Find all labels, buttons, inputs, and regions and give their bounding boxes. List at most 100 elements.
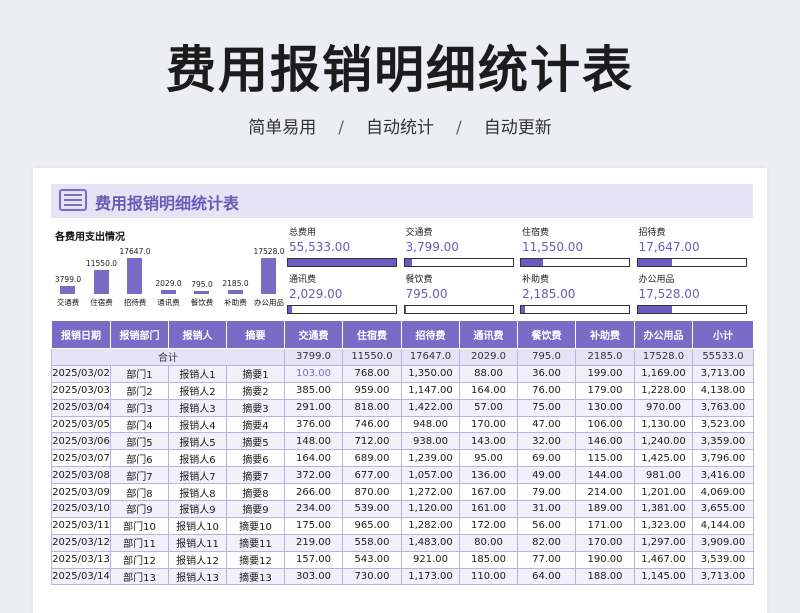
table-cell[interactable]: 部门9	[110, 500, 169, 518]
table-cell[interactable]: 148.00	[284, 432, 343, 451]
table-cell[interactable]: 报销人8	[168, 483, 227, 502]
table-cell[interactable]: 190.00	[575, 550, 635, 569]
table-cell[interactable]: 303.00	[284, 567, 343, 586]
table-cell[interactable]: 1,145.00	[634, 567, 693, 586]
table-cell[interactable]: 164.00	[459, 381, 518, 400]
table-cell[interactable]: 82.00	[517, 533, 576, 552]
table-cell[interactable]: 175.00	[284, 516, 343, 535]
table-cell[interactable]: 1,323.00	[634, 516, 693, 535]
table-cell[interactable]: 234.00	[284, 500, 343, 518]
table-cell[interactable]: 167.00	[459, 483, 518, 502]
table-cell[interactable]: 77.00	[517, 550, 576, 569]
table-cell[interactable]: 2025/03/11	[51, 516, 111, 535]
total-cell[interactable]: 795.0	[517, 348, 576, 366]
table-cell[interactable]: 2025/03/03	[51, 381, 111, 400]
table-cell[interactable]: 56.00	[517, 516, 576, 535]
table-cell[interactable]: 103.00	[284, 364, 343, 383]
total-cell[interactable]: 3799.0	[284, 348, 343, 366]
column-header[interactable]: 招待费	[401, 320, 460, 349]
table-cell[interactable]: 报销人12	[168, 550, 227, 569]
table-cell[interactable]: 报销人7	[168, 466, 227, 485]
table-cell[interactable]: 报销人1	[168, 364, 227, 383]
table-cell[interactable]: 报销人3	[168, 398, 227, 417]
table-cell[interactable]: 摘要7	[226, 466, 285, 485]
table-cell[interactable]: 1,169.00	[634, 364, 693, 383]
table-cell[interactable]: 95.00	[459, 449, 518, 468]
table-cell[interactable]: 746.00	[342, 415, 402, 434]
table-cell[interactable]: 115.00	[575, 449, 635, 468]
table-cell[interactable]: 146.00	[575, 432, 635, 451]
table-cell[interactable]: 1,057.00	[401, 466, 460, 485]
table-cell[interactable]: 161.00	[459, 500, 518, 518]
table-cell[interactable]: 报销人11	[168, 533, 227, 552]
table-cell[interactable]: 818.00	[342, 398, 402, 417]
table-cell[interactable]: 摘要12	[226, 550, 285, 569]
table-cell[interactable]: 372.00	[284, 466, 343, 485]
table-cell[interactable]: 47.00	[517, 415, 576, 434]
table-cell[interactable]: 报销人9	[168, 500, 227, 518]
table-cell[interactable]: 376.00	[284, 415, 343, 434]
table-cell[interactable]: 539.00	[342, 500, 402, 518]
table-cell[interactable]: 报销人5	[168, 432, 227, 451]
table-cell[interactable]: 部门4	[110, 415, 169, 434]
table-cell[interactable]: 57.00	[459, 398, 518, 417]
table-cell[interactable]: 164.00	[284, 449, 343, 468]
table-cell[interactable]: 3,909.00	[692, 533, 754, 552]
total-cell[interactable]: 11550.0	[342, 348, 402, 366]
table-cell[interactable]: 170.00	[459, 415, 518, 434]
column-header[interactable]: 办公用品	[634, 320, 693, 349]
table-cell[interactable]: 3,713.00	[692, 567, 754, 586]
table-cell[interactable]: 1,467.00	[634, 550, 693, 569]
table-cell[interactable]: 171.00	[575, 516, 635, 535]
total-cell[interactable]: 2185.0	[575, 348, 635, 366]
table-cell[interactable]: 3,416.00	[692, 466, 754, 485]
table-cell[interactable]: 部门11	[110, 533, 169, 552]
table-cell[interactable]: 214.00	[575, 483, 635, 502]
table-cell[interactable]: 188.00	[575, 567, 635, 586]
table-cell[interactable]: 870.00	[342, 483, 402, 502]
table-cell[interactable]: 4,069.00	[692, 483, 754, 502]
table-cell[interactable]: 2025/03/06	[51, 432, 111, 451]
table-cell[interactable]: 970.00	[634, 398, 693, 417]
table-cell[interactable]: 摘要8	[226, 483, 285, 502]
table-cell[interactable]: 730.00	[342, 567, 402, 586]
column-header[interactable]: 通讯费	[459, 320, 518, 349]
table-cell[interactable]: 部门1	[110, 364, 169, 383]
table-cell[interactable]: 1,282.00	[401, 516, 460, 535]
table-cell[interactable]: 79.00	[517, 483, 576, 502]
table-cell[interactable]: 报销人2	[168, 381, 227, 400]
table-cell[interactable]: 2025/03/10	[51, 500, 111, 518]
table-cell[interactable]: 543.00	[342, 550, 402, 569]
column-header[interactable]: 交通费	[284, 320, 343, 349]
table-cell[interactable]: 31.00	[517, 500, 576, 518]
table-cell[interactable]: 76.00	[517, 381, 576, 400]
table-cell[interactable]: 768.00	[342, 364, 402, 383]
table-cell[interactable]: 部门5	[110, 432, 169, 451]
table-cell[interactable]: 2025/03/07	[51, 449, 111, 468]
table-cell[interactable]: 88.00	[459, 364, 518, 383]
table-cell[interactable]: 部门3	[110, 398, 169, 417]
table-cell[interactable]: 189.00	[575, 500, 635, 518]
column-header[interactable]: 住宿费	[342, 320, 402, 349]
column-header[interactable]: 报销部门	[110, 320, 169, 349]
table-cell[interactable]: 385.00	[284, 381, 343, 400]
table-cell[interactable]: 130.00	[575, 398, 635, 417]
table-cell[interactable]: 摘要1	[226, 364, 285, 383]
table-cell[interactable]: 959.00	[342, 381, 402, 400]
table-cell[interactable]: 80.00	[459, 533, 518, 552]
table-cell[interactable]: 75.00	[517, 398, 576, 417]
table-cell[interactable]: 部门13	[110, 567, 169, 586]
table-cell[interactable]: 4,144.00	[692, 516, 754, 535]
total-cell[interactable]: 17647.0	[401, 348, 460, 366]
table-cell[interactable]: 摘要13	[226, 567, 285, 586]
table-cell[interactable]: 摘要6	[226, 449, 285, 468]
table-cell[interactable]: 136.00	[459, 466, 518, 485]
table-cell[interactable]: 部门6	[110, 449, 169, 468]
table-cell[interactable]: 1,425.00	[634, 449, 693, 468]
table-cell[interactable]: 部门12	[110, 550, 169, 569]
table-cell[interactable]: 712.00	[342, 432, 402, 451]
table-cell[interactable]: 948.00	[401, 415, 460, 434]
table-cell[interactable]: 143.00	[459, 432, 518, 451]
column-header[interactable]: 补助费	[575, 320, 635, 349]
table-cell[interactable]: 3,359.00	[692, 432, 754, 451]
